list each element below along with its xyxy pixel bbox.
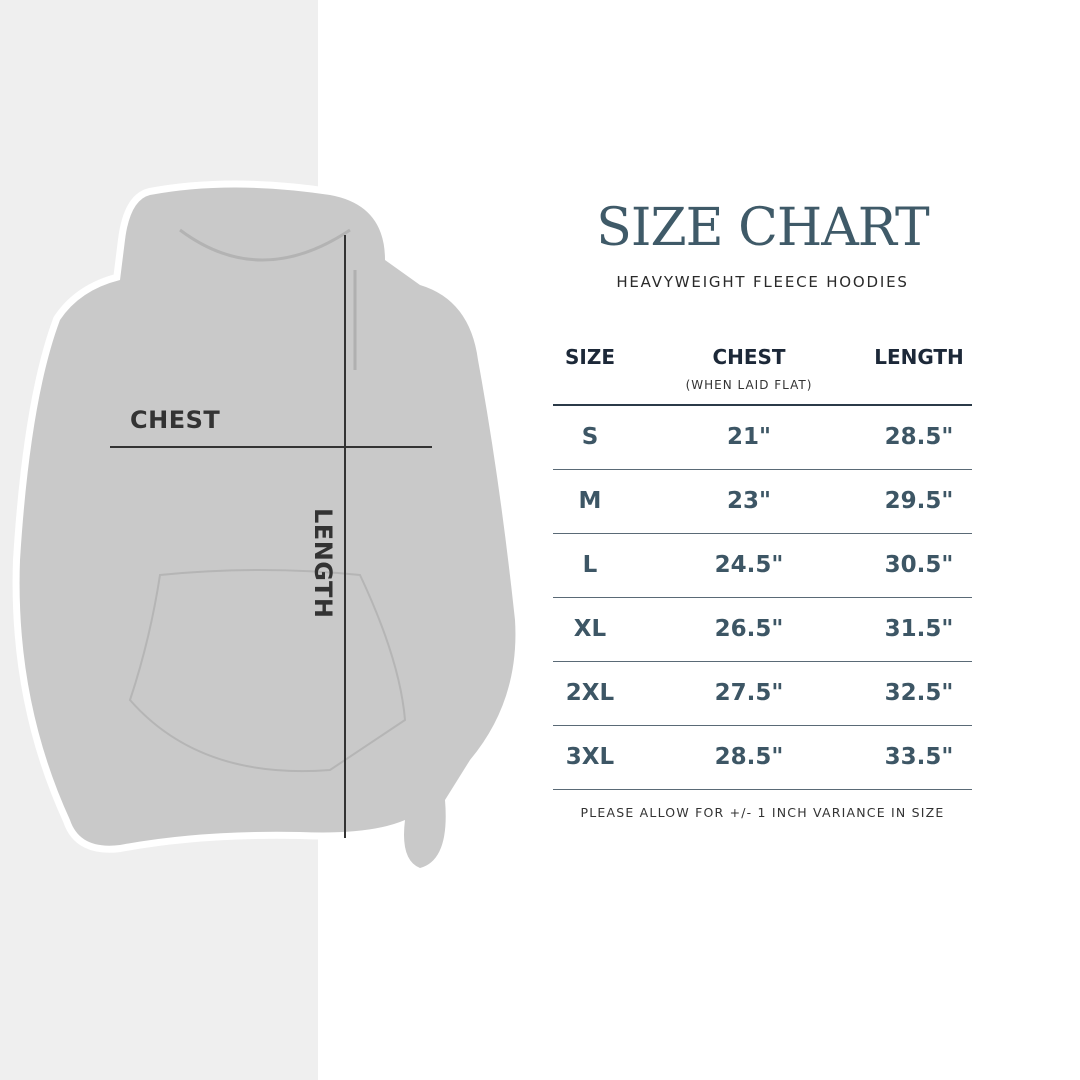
cell-length: 30.5": [884, 552, 954, 578]
table-row: S 21" 28.5": [553, 406, 972, 470]
cell-chest: 27.5": [714, 680, 784, 706]
cell-size: 2XL: [565, 680, 615, 706]
cell-length: 32.5": [884, 680, 954, 706]
cell-size: S: [581, 424, 599, 450]
hood-opening: [179, 228, 351, 262]
hoodie-image: [12, 180, 523, 875]
variance-note: PLEASE ALLOW FOR +/- 1 INCH VARIANCE IN …: [580, 805, 945, 820]
cell-length: 29.5": [884, 488, 954, 514]
cell-chest: 23": [727, 488, 771, 514]
cell-chest: 26.5": [714, 616, 784, 642]
cell-size: 3XL: [565, 744, 615, 770]
table-row: 3XL 28.5" 33.5": [553, 726, 972, 790]
page-title: SIZE CHART: [596, 198, 929, 258]
header-chest-note: (WHEN LAID FLAT): [685, 378, 813, 392]
cell-length: 33.5": [884, 744, 954, 770]
header-chest: CHEST: [712, 345, 786, 369]
cell-length: 28.5": [884, 424, 954, 450]
table-header: SIZE CHEST (WHEN LAID FLAT) LENGTH: [553, 340, 972, 406]
table-row: M 23" 29.5": [553, 470, 972, 534]
header-size: SIZE: [564, 345, 616, 369]
chest-label: CHEST: [130, 406, 221, 434]
cell-chest: 24.5": [714, 552, 784, 578]
page-subtitle: HEAVYWEIGHT FLEECE HOODIES: [616, 273, 909, 291]
size-table: SIZE CHEST (WHEN LAID FLAT) LENGTH S 21" 2…: [553, 340, 972, 790]
cell-chest: 21": [727, 424, 771, 450]
cell-size: L: [582, 552, 598, 578]
header-length: LENGTH: [874, 345, 964, 369]
hoodie-body: [19, 187, 516, 868]
table-row: 2XL 27.5" 32.5": [553, 662, 972, 726]
table-row: XL 26.5" 31.5": [553, 598, 972, 662]
length-label: LENGTH: [309, 508, 337, 619]
cell-length: 31.5": [884, 616, 954, 642]
cell-size: XL: [573, 616, 607, 642]
table-row: L 24.5" 30.5": [553, 534, 972, 598]
cell-size: M: [578, 488, 602, 514]
front-pocket: [128, 569, 407, 773]
cell-chest: 28.5": [714, 744, 784, 770]
